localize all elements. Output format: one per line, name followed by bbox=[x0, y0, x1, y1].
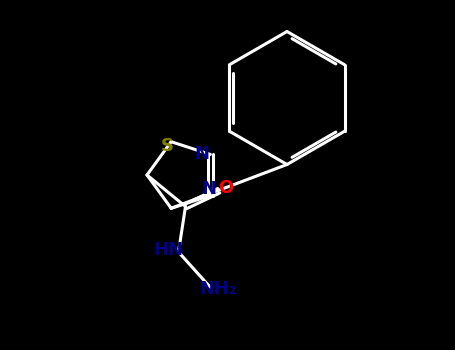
Text: NH₂: NH₂ bbox=[200, 280, 238, 298]
Text: N: N bbox=[201, 180, 216, 197]
Text: N: N bbox=[194, 145, 209, 163]
Text: HN: HN bbox=[153, 241, 183, 259]
Text: O: O bbox=[218, 179, 233, 197]
Text: S: S bbox=[161, 137, 173, 155]
